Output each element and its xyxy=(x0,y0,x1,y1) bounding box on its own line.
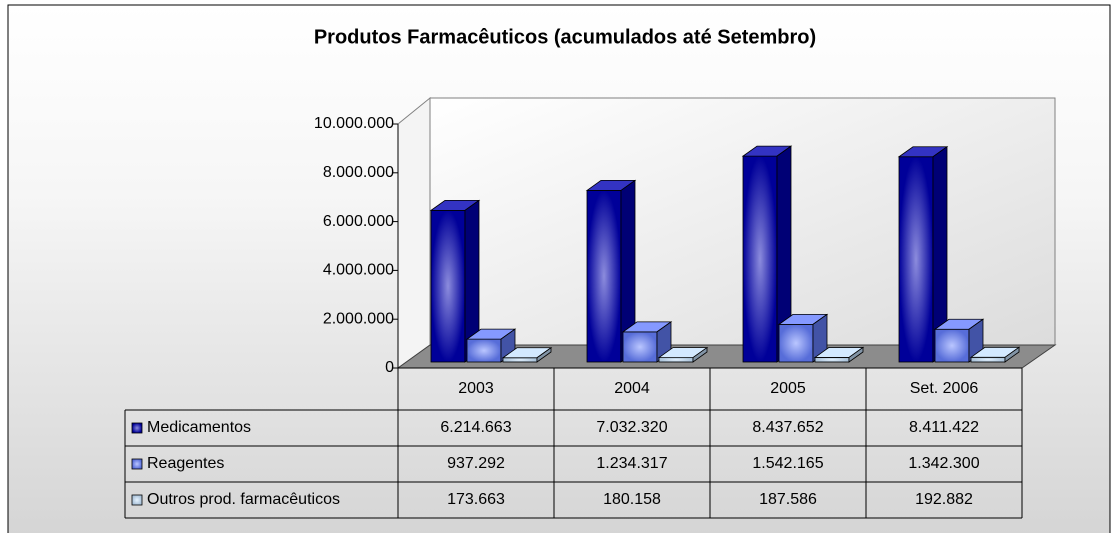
y-tick-label: 2.000.000 xyxy=(323,310,394,327)
bar-front xyxy=(742,155,778,363)
x-tick-label: 2003 xyxy=(458,380,494,397)
legend-swatch xyxy=(131,458,143,470)
bar xyxy=(813,346,865,363)
bar xyxy=(777,313,829,363)
bar xyxy=(501,346,553,363)
y-tick-label: 0 xyxy=(385,359,394,376)
y-tick-label: 4.000.000 xyxy=(323,262,394,279)
side-wall xyxy=(397,96,431,369)
bar xyxy=(897,145,949,363)
bar-front xyxy=(898,156,934,363)
bar-front xyxy=(622,331,658,363)
table-value: 187.586 xyxy=(759,491,817,508)
table-value: 937.292 xyxy=(447,455,505,472)
bar-side xyxy=(692,346,708,363)
bar-side xyxy=(1004,346,1020,363)
x-tick-label: 2004 xyxy=(614,380,650,397)
bar-front xyxy=(778,323,814,363)
chart-title: Produtos Farmacêuticos (acumulados até S… xyxy=(314,26,816,48)
table-value: 1.342.300 xyxy=(908,455,979,472)
bar-front xyxy=(430,209,466,363)
bar xyxy=(969,346,1021,363)
back-wall xyxy=(429,97,1056,346)
bar-side xyxy=(536,346,552,363)
table-value: 180.158 xyxy=(603,491,661,508)
bar xyxy=(585,179,637,363)
table-value: 7.032.320 xyxy=(596,419,667,436)
table-value: 8.411.422 xyxy=(909,419,979,436)
bar xyxy=(741,145,793,363)
table-value: 1.234.317 xyxy=(596,455,667,472)
bar-front xyxy=(466,338,502,363)
table-value: 192.882 xyxy=(915,491,973,508)
table-value: 1.542.165 xyxy=(752,455,823,472)
bar-side xyxy=(848,346,864,363)
bar-front xyxy=(502,357,538,363)
legend-label: Medicamentos xyxy=(147,419,251,436)
bar-front xyxy=(970,356,1006,363)
bar xyxy=(933,318,985,363)
table-value: 8.437.652 xyxy=(752,419,823,436)
legend-label: Reagentes xyxy=(147,455,224,472)
legend-swatch xyxy=(131,494,143,506)
y-tick-label: 6.000.000 xyxy=(323,213,394,230)
bar-front xyxy=(814,357,850,363)
bar xyxy=(657,346,709,363)
legend-swatch xyxy=(131,422,143,434)
bar-front xyxy=(934,328,970,363)
y-tick-label: 8.000.000 xyxy=(323,164,394,181)
x-tick-label: 2005 xyxy=(770,380,806,397)
table-value: 6.214.663 xyxy=(440,419,511,436)
legend-label: Outros prod. farmacêuticos xyxy=(147,491,340,508)
bar-front xyxy=(586,190,622,363)
x-tick-label: Set. 2006 xyxy=(910,380,979,397)
bar-front xyxy=(658,357,694,363)
y-tick-label: 10.000.000 xyxy=(314,115,394,132)
table-value: 173.663 xyxy=(447,491,505,508)
